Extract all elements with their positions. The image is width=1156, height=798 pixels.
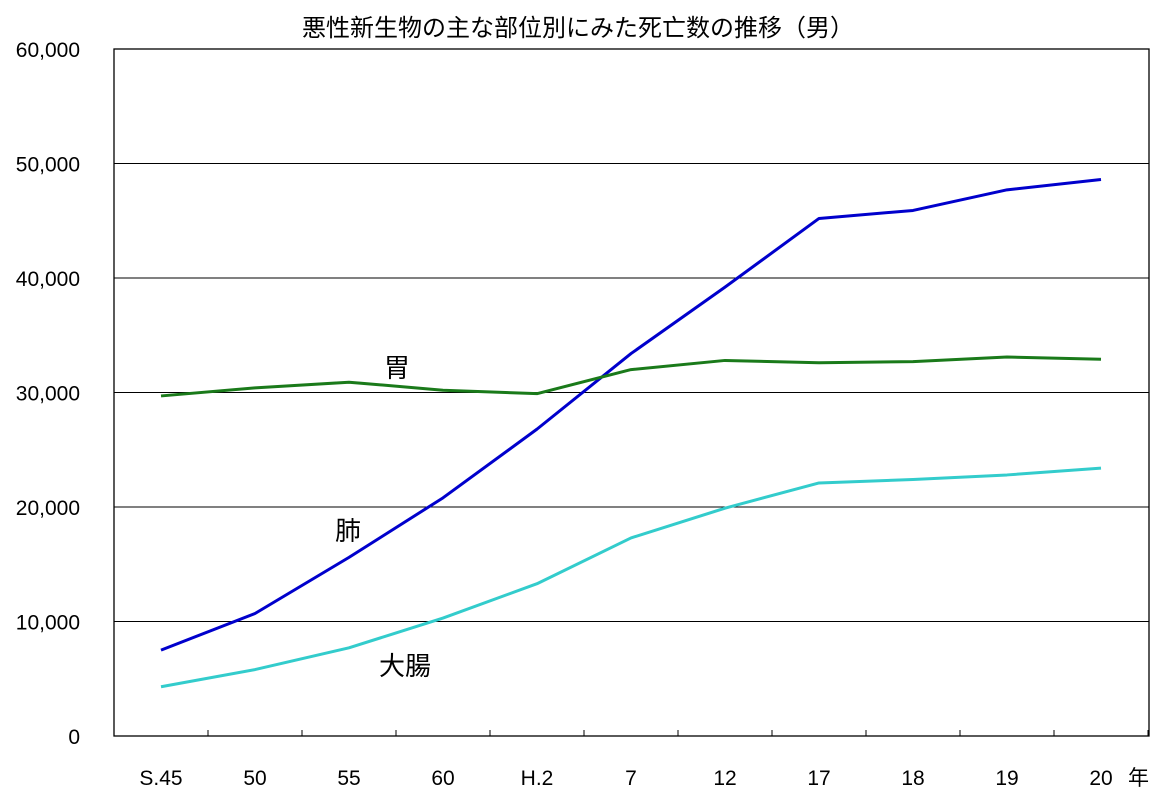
x-tick-label: 12 — [713, 767, 736, 790]
x-axis-tick-labels: S.45 50 55 60 H.2 7 12 17 18 19 20 — [139, 730, 1149, 790]
y-tick-label: 10,000 — [16, 612, 80, 635]
x-tick-label: 19 — [995, 767, 1018, 790]
series-labels: 肺 胃大腸 — [335, 354, 431, 682]
x-tick-label: 18 — [901, 767, 924, 790]
gridlines — [114, 163, 1149, 622]
x-tick-label: H.2 — [521, 767, 554, 790]
x-tick-label: 55 — [337, 767, 360, 790]
plot-area — [113, 48, 1150, 737]
x-tick-label: 50 — [243, 767, 266, 790]
y-tick-label: 50,000 — [16, 154, 80, 177]
series-label: 肺 — [335, 517, 361, 547]
y-tick-label: 20,000 — [16, 497, 80, 520]
y-tick-label: 60,000 — [16, 39, 80, 62]
series-line — [160, 355, 1102, 398]
x-tick-label: 60 — [431, 767, 454, 790]
x-axis-unit-label: 年 — [1128, 767, 1149, 790]
series-line — [160, 466, 1102, 689]
x-tick-label: 17 — [807, 767, 830, 790]
series-label: 胃 — [384, 354, 410, 384]
y-tick-label: 0 — [68, 726, 80, 749]
series-label: 大腸 — [379, 652, 431, 682]
x-tick-label: 7 — [625, 767, 637, 790]
y-tick-label: 30,000 — [16, 383, 80, 406]
x-tick-label: S.45 — [139, 767, 182, 790]
y-tick-label: 40,000 — [16, 268, 80, 291]
chart-title: 悪性新生物の主な部位別にみた死亡数の推移（男） — [302, 14, 854, 42]
series-lines — [160, 178, 1102, 689]
y-axis-tick-labels: 0 10,000 20,000 30,000 40,000 50,000 60,000 — [16, 39, 80, 749]
x-tick-label: 20 — [1089, 767, 1112, 790]
series-line — [160, 178, 1102, 652]
